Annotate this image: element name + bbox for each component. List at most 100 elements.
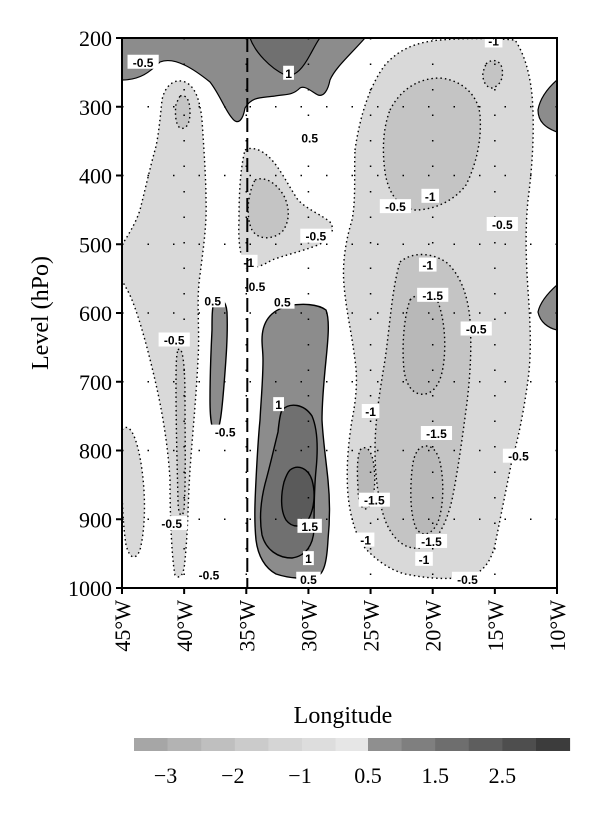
legend-swatch-positive: [435, 738, 470, 751]
contour-label: 1: [275, 398, 282, 412]
legend-swatch-positive: [468, 738, 503, 751]
contour-label-bg: [418, 257, 437, 272]
y-axis-title: Level (hPo): [28, 256, 54, 370]
negative-region-central-upper-inner: [247, 178, 289, 239]
contour-label-bg: [273, 397, 284, 412]
contour-label-bg: [415, 551, 433, 566]
negative-region-west-inner: [174, 94, 191, 130]
contour-label: -0.5: [385, 200, 406, 214]
contour-label: -0.5: [457, 573, 478, 587]
contour-label: 1: [285, 67, 292, 81]
contour-label: -0.5: [508, 450, 529, 464]
legend-swatch-negative: [167, 738, 202, 751]
x-tick-label: 20°W: [421, 600, 446, 652]
contour-label-bg: [300, 228, 332, 243]
x-tick-label: 40°W: [172, 600, 197, 652]
contour-label: -0.5: [164, 334, 185, 348]
contour-label: -0.5: [245, 280, 266, 294]
negative-region-east-deep-upper: [402, 293, 446, 395]
x-tick-label: 30°W: [296, 600, 321, 652]
negative-region-west-lower: [122, 426, 146, 558]
contour-label: -1: [425, 190, 436, 204]
contour-label-bg: [158, 332, 190, 347]
contour-label-bg: [296, 571, 321, 586]
contour-label: -1.5: [364, 494, 385, 508]
contour-fields: [122, 38, 557, 580]
legend-swatch-positive: [502, 738, 537, 751]
contour-label-bg: [358, 492, 390, 507]
contour-label-bg: [460, 321, 492, 336]
contour-label: -1: [243, 256, 254, 270]
x-tick-label: 25°W: [359, 600, 384, 652]
contour-label-bg: [415, 533, 448, 548]
contour-label-bg: [421, 188, 440, 203]
contour-label: -0.5: [133, 56, 154, 70]
contour-label: -0.5: [492, 218, 513, 232]
contour-label: -0.5: [466, 323, 487, 337]
legend-swatch-positive: [401, 738, 436, 751]
legend-swatch-negative: [268, 738, 303, 751]
y-tick-label: 400: [79, 164, 112, 189]
colorbar-legend: −3 −2 −1 0.5 1.5 2.5: [134, 738, 571, 788]
legend-swatch-negative: [134, 738, 169, 751]
contour-label-bg: [239, 254, 258, 269]
contour-label: -1.5: [422, 289, 443, 303]
y-tick-label: 700: [79, 370, 112, 395]
contour-label: -0.5: [199, 569, 220, 583]
y-tick-label: 200: [79, 26, 112, 51]
contour-label: -1.5: [426, 427, 447, 441]
contour-label-bg: [200, 293, 225, 308]
legend-label-negative: −2: [221, 763, 244, 788]
contour-label-bg: [417, 287, 449, 302]
contour-labels: -0.5 1 0.5 -1 -0.5 -1 -0.5 -0.5 -1 -0.5 -1 0.5 0.5 -1…: [127, 33, 535, 587]
legend-swatch-negative: [201, 738, 236, 751]
contour-label: 0.5: [274, 296, 291, 310]
x-tick-label: 45°W: [110, 600, 135, 652]
positive-region-central-core: [280, 466, 315, 527]
legend-label-positive: 2.5: [489, 763, 517, 788]
contour-label: 0.5: [204, 294, 221, 308]
contour-label: 1: [305, 552, 312, 566]
contour-label: -1: [360, 534, 371, 548]
y-tick-label: 500: [79, 232, 112, 257]
y-tick-label: 1000: [68, 576, 112, 601]
x-axis-title: Longitude: [294, 703, 393, 729]
contour-label-bg: [361, 404, 380, 418]
contour-label: -0.5: [215, 426, 236, 440]
contour-label-bg: [379, 199, 412, 214]
legend-swatch-positive: [368, 738, 403, 751]
contour-label-bg: [127, 54, 159, 69]
legend-swatch-negative: [302, 738, 337, 751]
x-tick-label: 15°W: [483, 600, 508, 652]
contour-label: -1: [365, 405, 376, 419]
legend-label-positive: 0.5: [354, 763, 382, 788]
contour-label-bg: [486, 217, 518, 231]
positive-region-top-inner: [249, 38, 321, 77]
contour-label: -1: [488, 34, 499, 48]
contour-label: -1.5: [421, 535, 442, 549]
contour-label-bg: [297, 130, 322, 145]
legend-label-positive: 1.5: [421, 763, 449, 788]
contour-label-bg: [451, 571, 484, 586]
contour-label: 0.5: [300, 573, 317, 587]
x-tick-label: 35°W: [234, 600, 259, 652]
legend-label-negative: −1: [288, 763, 311, 788]
contour-label-bg: [209, 424, 241, 439]
contour-label-bg: [420, 426, 453, 440]
negative-region-east-small: [482, 59, 504, 89]
y-tick-label: 900: [79, 507, 112, 532]
contour-label: -0.5: [161, 517, 182, 531]
contour-label-bg: [303, 551, 314, 566]
contour-label-bg: [270, 294, 295, 309]
negative-region-east-deep-lower: [410, 445, 444, 535]
contour-label: -1: [422, 259, 433, 273]
contour-label-bg: [297, 518, 322, 533]
legend-swatch-negative: [335, 738, 370, 751]
x-tick-label: 10°W: [545, 600, 570, 652]
positive-region-right-lower: [537, 284, 557, 331]
positive-region-right-upper: [537, 79, 557, 133]
legend-swatch-positive: [536, 738, 571, 751]
y-tick-label: 600: [79, 301, 112, 326]
